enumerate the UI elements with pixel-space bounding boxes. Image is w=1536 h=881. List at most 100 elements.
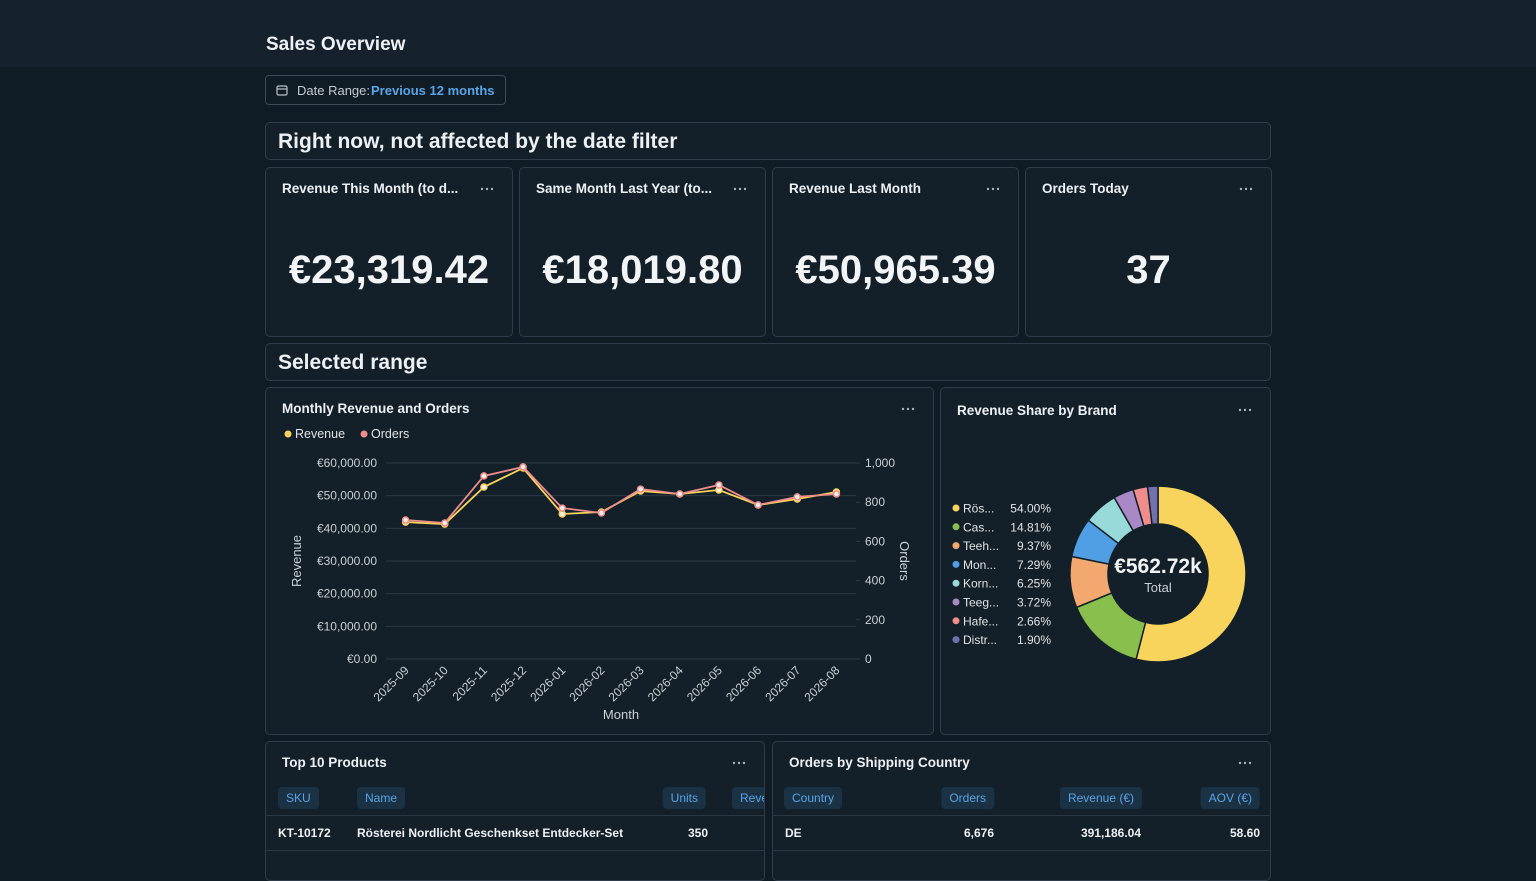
kpi-title: Revenue This Month (to d... xyxy=(282,181,459,196)
data-point xyxy=(754,501,762,509)
card-menu[interactable] xyxy=(986,187,1000,191)
donut-slice xyxy=(1146,485,1159,526)
y2-tick-label: 800 xyxy=(865,495,885,509)
y2-tick-label: 400 xyxy=(865,574,885,588)
kpi-title: Same Month Last Year (to... xyxy=(536,181,713,196)
section-title: Selected range xyxy=(278,351,428,374)
donut-total: €562.72k xyxy=(1114,555,1202,578)
y-tick-label: €0.00 xyxy=(347,652,377,666)
card-menu[interactable] xyxy=(733,187,747,191)
data-point xyxy=(558,510,566,518)
x-tick-label: 2026-06 xyxy=(723,663,764,704)
data-point xyxy=(519,463,527,471)
calendar-icon xyxy=(276,85,288,96)
filter-label: Date Range: xyxy=(297,83,370,98)
x-tick-label: 2026-08 xyxy=(801,663,842,704)
x-tick-label: 2025-11 xyxy=(450,663,491,704)
card-menu[interactable] xyxy=(480,187,494,191)
legend-swatch xyxy=(952,617,960,625)
line-chart: €0.00 €10,000.00 €20,000.00 €30,000.00 €40,0… xyxy=(284,427,912,722)
legend-value: 2.66% xyxy=(1017,614,1051,628)
y-tick-label: €20,000.00 xyxy=(317,587,377,601)
data-point xyxy=(636,485,645,493)
legend-label: Revenue xyxy=(295,427,345,441)
column-header[interactable]: Orders xyxy=(941,787,994,809)
legend-value: 54.00% xyxy=(1010,502,1051,516)
y-tick-label: €60,000.00 xyxy=(317,456,377,470)
section-title: Right now, not affected by the date filt… xyxy=(278,130,678,153)
column-header[interactable]: Revenue (€) xyxy=(732,787,764,809)
card-menu[interactable] xyxy=(1238,761,1252,765)
donut-total-label: Total xyxy=(1144,580,1172,595)
card-menu[interactable] xyxy=(1238,408,1252,412)
x-tick-label: 2026-05 xyxy=(684,663,725,704)
y-axis-title: Revenue xyxy=(289,535,304,587)
chart-title: Monthly Revenue and Orders xyxy=(282,401,470,416)
kpi-value: €23,319.42 xyxy=(288,248,490,292)
header-bar: Sales Overview xyxy=(0,0,1536,67)
card-menu[interactable] xyxy=(732,761,746,765)
row-divider xyxy=(266,815,764,816)
legend-label: Teeh... xyxy=(963,539,999,553)
x-tick-label: 2025-12 xyxy=(488,663,529,704)
kpi-value: €18,019.80 xyxy=(542,248,743,292)
legend-value: 1.90% xyxy=(1017,633,1051,647)
data-point xyxy=(480,472,488,480)
legend-swatch xyxy=(952,542,960,550)
x-tick-label: 2026-04 xyxy=(645,663,686,704)
donut-slice xyxy=(1135,485,1247,663)
data-point xyxy=(441,519,449,527)
page-title: Sales Overview xyxy=(266,34,406,55)
data-point xyxy=(558,504,566,512)
kpi-card: Orders Today 37 xyxy=(1025,167,1272,337)
y-tick-label: €50,000.00 xyxy=(317,489,377,503)
legend-label: Hafe... xyxy=(963,614,998,628)
card-menu[interactable] xyxy=(901,407,915,411)
legend-label: Korn... xyxy=(963,577,998,591)
data-point xyxy=(676,490,684,498)
section-header: Selected range xyxy=(265,343,1271,381)
legend-value: 9.37% xyxy=(1017,539,1051,553)
x-tick-label: 2025-10 xyxy=(410,663,451,704)
legend-swatch xyxy=(952,523,960,531)
column-header[interactable]: Name xyxy=(357,787,406,809)
data-point xyxy=(832,490,841,498)
card-menu[interactable] xyxy=(1239,187,1253,191)
column-header[interactable]: AOV (€) xyxy=(1200,787,1260,809)
legend-label: Teeg... xyxy=(963,596,999,610)
table-cell: Rösterei Nordlicht Geschenkset Entdecker… xyxy=(357,826,624,840)
kpi-value: €50,965.39 xyxy=(795,248,996,292)
column-header[interactable]: Units xyxy=(662,787,706,809)
legend-swatch xyxy=(952,579,960,587)
x-tick-label: 2025-09 xyxy=(371,663,412,704)
legend-label: Orders xyxy=(371,427,409,441)
kpi-card: Revenue Last Month €50,965.39 xyxy=(772,167,1019,337)
table-cell: 350 xyxy=(687,826,708,840)
kpi-value: 37 xyxy=(1126,248,1171,292)
y-tick-label: €10,000.00 xyxy=(317,619,377,633)
table-title: Orders by Shipping Country xyxy=(789,755,970,770)
table-cell: 391,186.04 xyxy=(1080,826,1141,840)
kpi-card: Revenue This Month (to d... €23,319.42 xyxy=(265,167,513,337)
legend-label: Distr... xyxy=(963,633,997,647)
table-cell: KT-10172 xyxy=(278,826,331,840)
chart-card: Revenue Share by Brand Rös... 54.00% Cas..… xyxy=(940,387,1271,735)
y2-axis-title: Orders xyxy=(897,541,912,581)
table-card: Orders by Shipping Country Country Order… xyxy=(772,741,1271,881)
data-point xyxy=(793,493,801,501)
y2-tick-label: 1,000 xyxy=(865,456,895,470)
data-point xyxy=(401,516,410,524)
table-cell: 58.60 xyxy=(1229,826,1260,840)
column-header[interactable]: Country xyxy=(784,787,843,809)
legend-label: Rös... xyxy=(963,502,994,516)
column-header[interactable]: Revenue (€) xyxy=(1059,787,1142,809)
column-header[interactable]: SKU xyxy=(278,787,319,809)
y2-tick-label: 200 xyxy=(865,613,885,627)
legend-value: 6.25% xyxy=(1017,577,1051,591)
legend-swatch xyxy=(952,560,960,568)
legend-value: 7.29% xyxy=(1017,558,1051,572)
date-filter[interactable]: Date Range: Previous 12 months xyxy=(265,75,506,105)
series-line xyxy=(405,465,837,524)
filter-value: Previous 12 months xyxy=(371,83,495,98)
